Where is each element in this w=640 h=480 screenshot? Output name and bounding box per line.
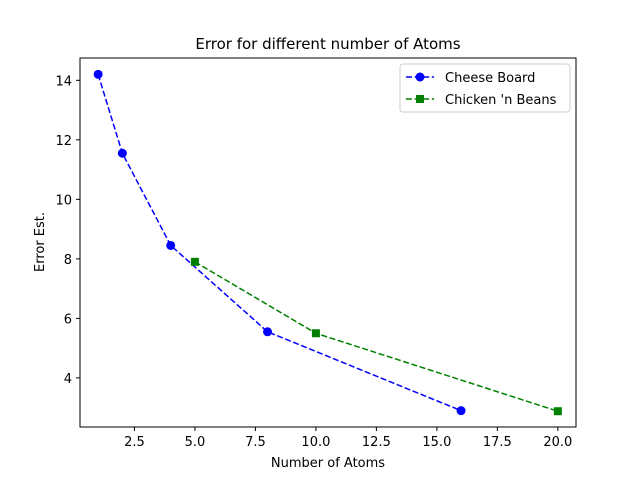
data-point (311, 329, 320, 338)
x-tick-label: 7.5 (245, 435, 266, 450)
y-tick-label: 14 (55, 74, 72, 89)
legend-label: Cheese Board (445, 71, 535, 86)
data-point (553, 407, 562, 416)
x-tick-label: 5.0 (185, 435, 206, 450)
y-tick-label: 10 (55, 193, 72, 208)
y-tick-label: 8 (64, 253, 72, 268)
data-point (456, 406, 466, 416)
x-tick-label: 12.5 (362, 435, 391, 450)
y-tick-label: 6 (64, 312, 72, 327)
legend: Cheese Board Chicken 'n Beans (399, 63, 571, 113)
y-tick-label: 4 (64, 372, 72, 387)
data-point (166, 240, 176, 250)
y-axis-label: Error Est. (33, 212, 48, 272)
y-tick-label: 12 (55, 134, 72, 149)
data-point (263, 327, 273, 337)
series-layer (93, 69, 562, 416)
plot-frame (79, 57, 577, 428)
x-tick-label: 15.0 (422, 435, 451, 450)
axis-ticks: 2.5 5.0 7.5 10.0 12.5 15.0 17.5 20.0 4 6 8 10 12 14 (55, 74, 572, 450)
series-line-2 (194, 261, 559, 412)
x-tick-label: 2.5 (124, 435, 145, 450)
x-tick-label: 17.5 (483, 435, 512, 450)
x-tick-label: 20.0 (543, 435, 572, 450)
legend-marker (415, 72, 425, 82)
data-point (117, 148, 127, 158)
data-point (190, 257, 199, 266)
x-tick-label: 10.0 (301, 435, 330, 450)
x-axis-label: Number of Atoms (271, 456, 385, 471)
legend-box (399, 63, 571, 113)
legend-label: Chicken 'n Beans (445, 93, 557, 108)
data-point (93, 69, 103, 79)
legend-marker (416, 95, 424, 103)
series-line-1 (97, 74, 462, 412)
chart-title: Error for different number of Atoms (195, 35, 460, 53)
